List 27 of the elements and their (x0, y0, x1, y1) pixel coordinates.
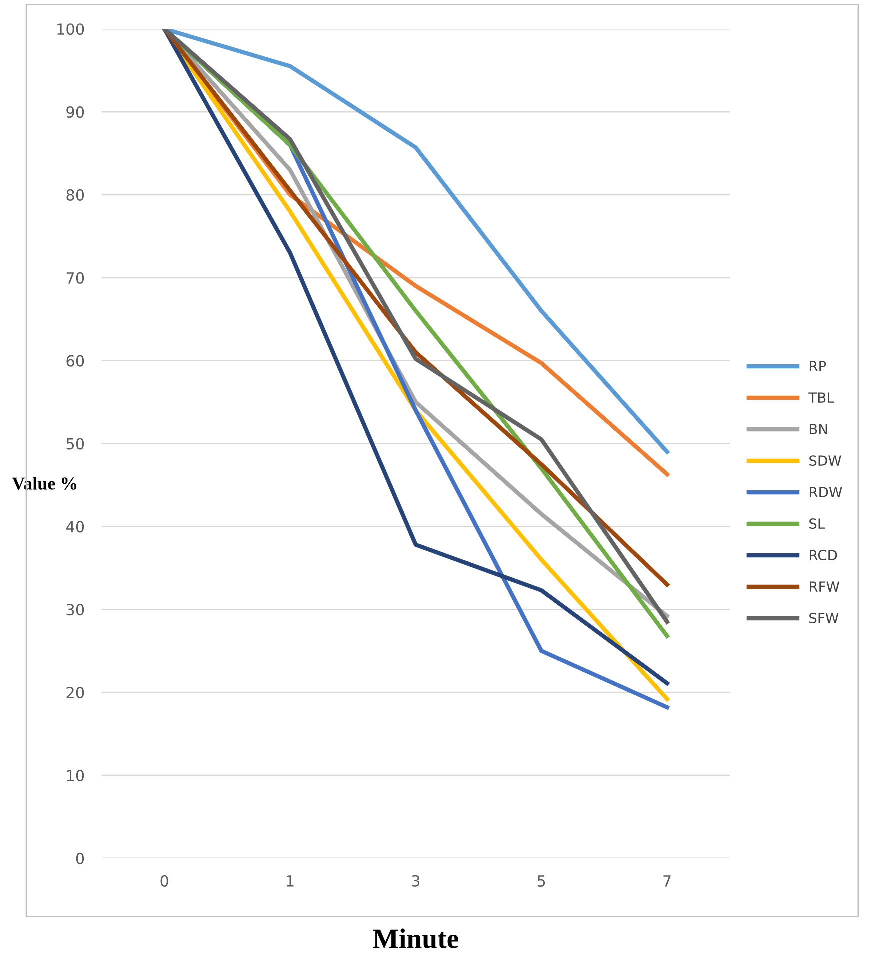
y-tick-label: 40 (66, 521, 84, 533)
x-tick-label: 1 (287, 876, 294, 887)
x-tick-label: 0 (160, 875, 168, 887)
legend-label: RFW (810, 582, 840, 592)
y-tick-label: 80 (66, 189, 84, 201)
legend-label: SL (810, 518, 826, 530)
y-tick-label: 90 (66, 106, 84, 118)
x-tick-label: 3 (412, 875, 420, 887)
y-tick-label: 0 (76, 852, 84, 864)
y-tick-label: 20 (66, 687, 84, 699)
legend-label: BN (810, 424, 828, 434)
y-axis-title: Value % (12, 477, 77, 490)
legend-label: SFW (810, 613, 839, 624)
legend-label: TBL (808, 392, 834, 403)
x-tick-label: 5 (538, 876, 546, 887)
y-tick-label: 10 (67, 770, 84, 782)
legend-label: RP (810, 361, 826, 372)
legend-label: RCD (810, 550, 838, 561)
y-tick-label: 50 (66, 438, 84, 450)
y-tick-label: 60 (66, 355, 84, 367)
x-tick-label: 7 (664, 876, 671, 887)
x-axis-title: Minute (373, 928, 458, 948)
y-tick-label: 100 (58, 24, 84, 36)
y-tick-label: 70 (66, 272, 84, 284)
y-tick-label: 30 (66, 604, 84, 616)
legend-label: SDW (810, 456, 842, 466)
legend-label: RDW (810, 487, 842, 498)
